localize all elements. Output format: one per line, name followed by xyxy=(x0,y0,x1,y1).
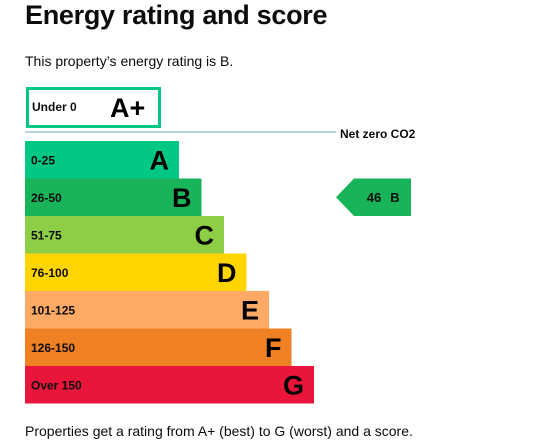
band-range-label-d: 76-100 xyxy=(31,266,69,280)
top-band-range-label: Under 0 xyxy=(32,100,77,114)
band-bar-d xyxy=(25,253,247,291)
band-range-label-b: 26-50 xyxy=(31,191,62,205)
band-range-label-e: 101-125 xyxy=(31,303,75,317)
band-range-label-a: 0-25 xyxy=(31,153,55,167)
band-bar-a xyxy=(25,141,179,179)
band-letter-b: B xyxy=(172,183,192,213)
current-rating-arrow xyxy=(336,178,411,216)
band-bar-g xyxy=(25,366,314,404)
current-score-label: 46 xyxy=(367,190,381,205)
band-range-label-g: Over 150 xyxy=(31,378,82,392)
band-range-label-f: 126-150 xyxy=(31,341,75,355)
band-range-label-c: 51-75 xyxy=(31,228,62,242)
net-zero-label: Net zero CO2 xyxy=(340,127,416,141)
band-bar-e xyxy=(25,291,269,329)
band-letter-c: C xyxy=(195,220,215,250)
band-letter-f: F xyxy=(265,333,282,363)
page-title: Energy rating and score xyxy=(25,0,328,30)
rating-summary: This property’s energy rating is B. xyxy=(25,53,234,69)
top-band-letter: A+ xyxy=(110,93,145,123)
band-letter-e: E xyxy=(241,295,259,325)
band-bar-b xyxy=(25,178,202,216)
band-bar-c xyxy=(25,216,224,254)
rating-explanation: Properties get a rating from A+ (best) t… xyxy=(25,423,413,439)
top-band-outline xyxy=(26,87,161,128)
current-rating-letter: B xyxy=(390,190,399,205)
band-bar-f xyxy=(25,328,292,366)
energy-rating-chart: Under 0 A+ Net zero CO2 0-25 A 26-50 B 51-75 C 76… xyxy=(25,87,416,404)
band-letter-d: D xyxy=(217,258,237,288)
band-letter-g: G xyxy=(283,370,304,400)
band-letter-a: A xyxy=(150,145,170,175)
